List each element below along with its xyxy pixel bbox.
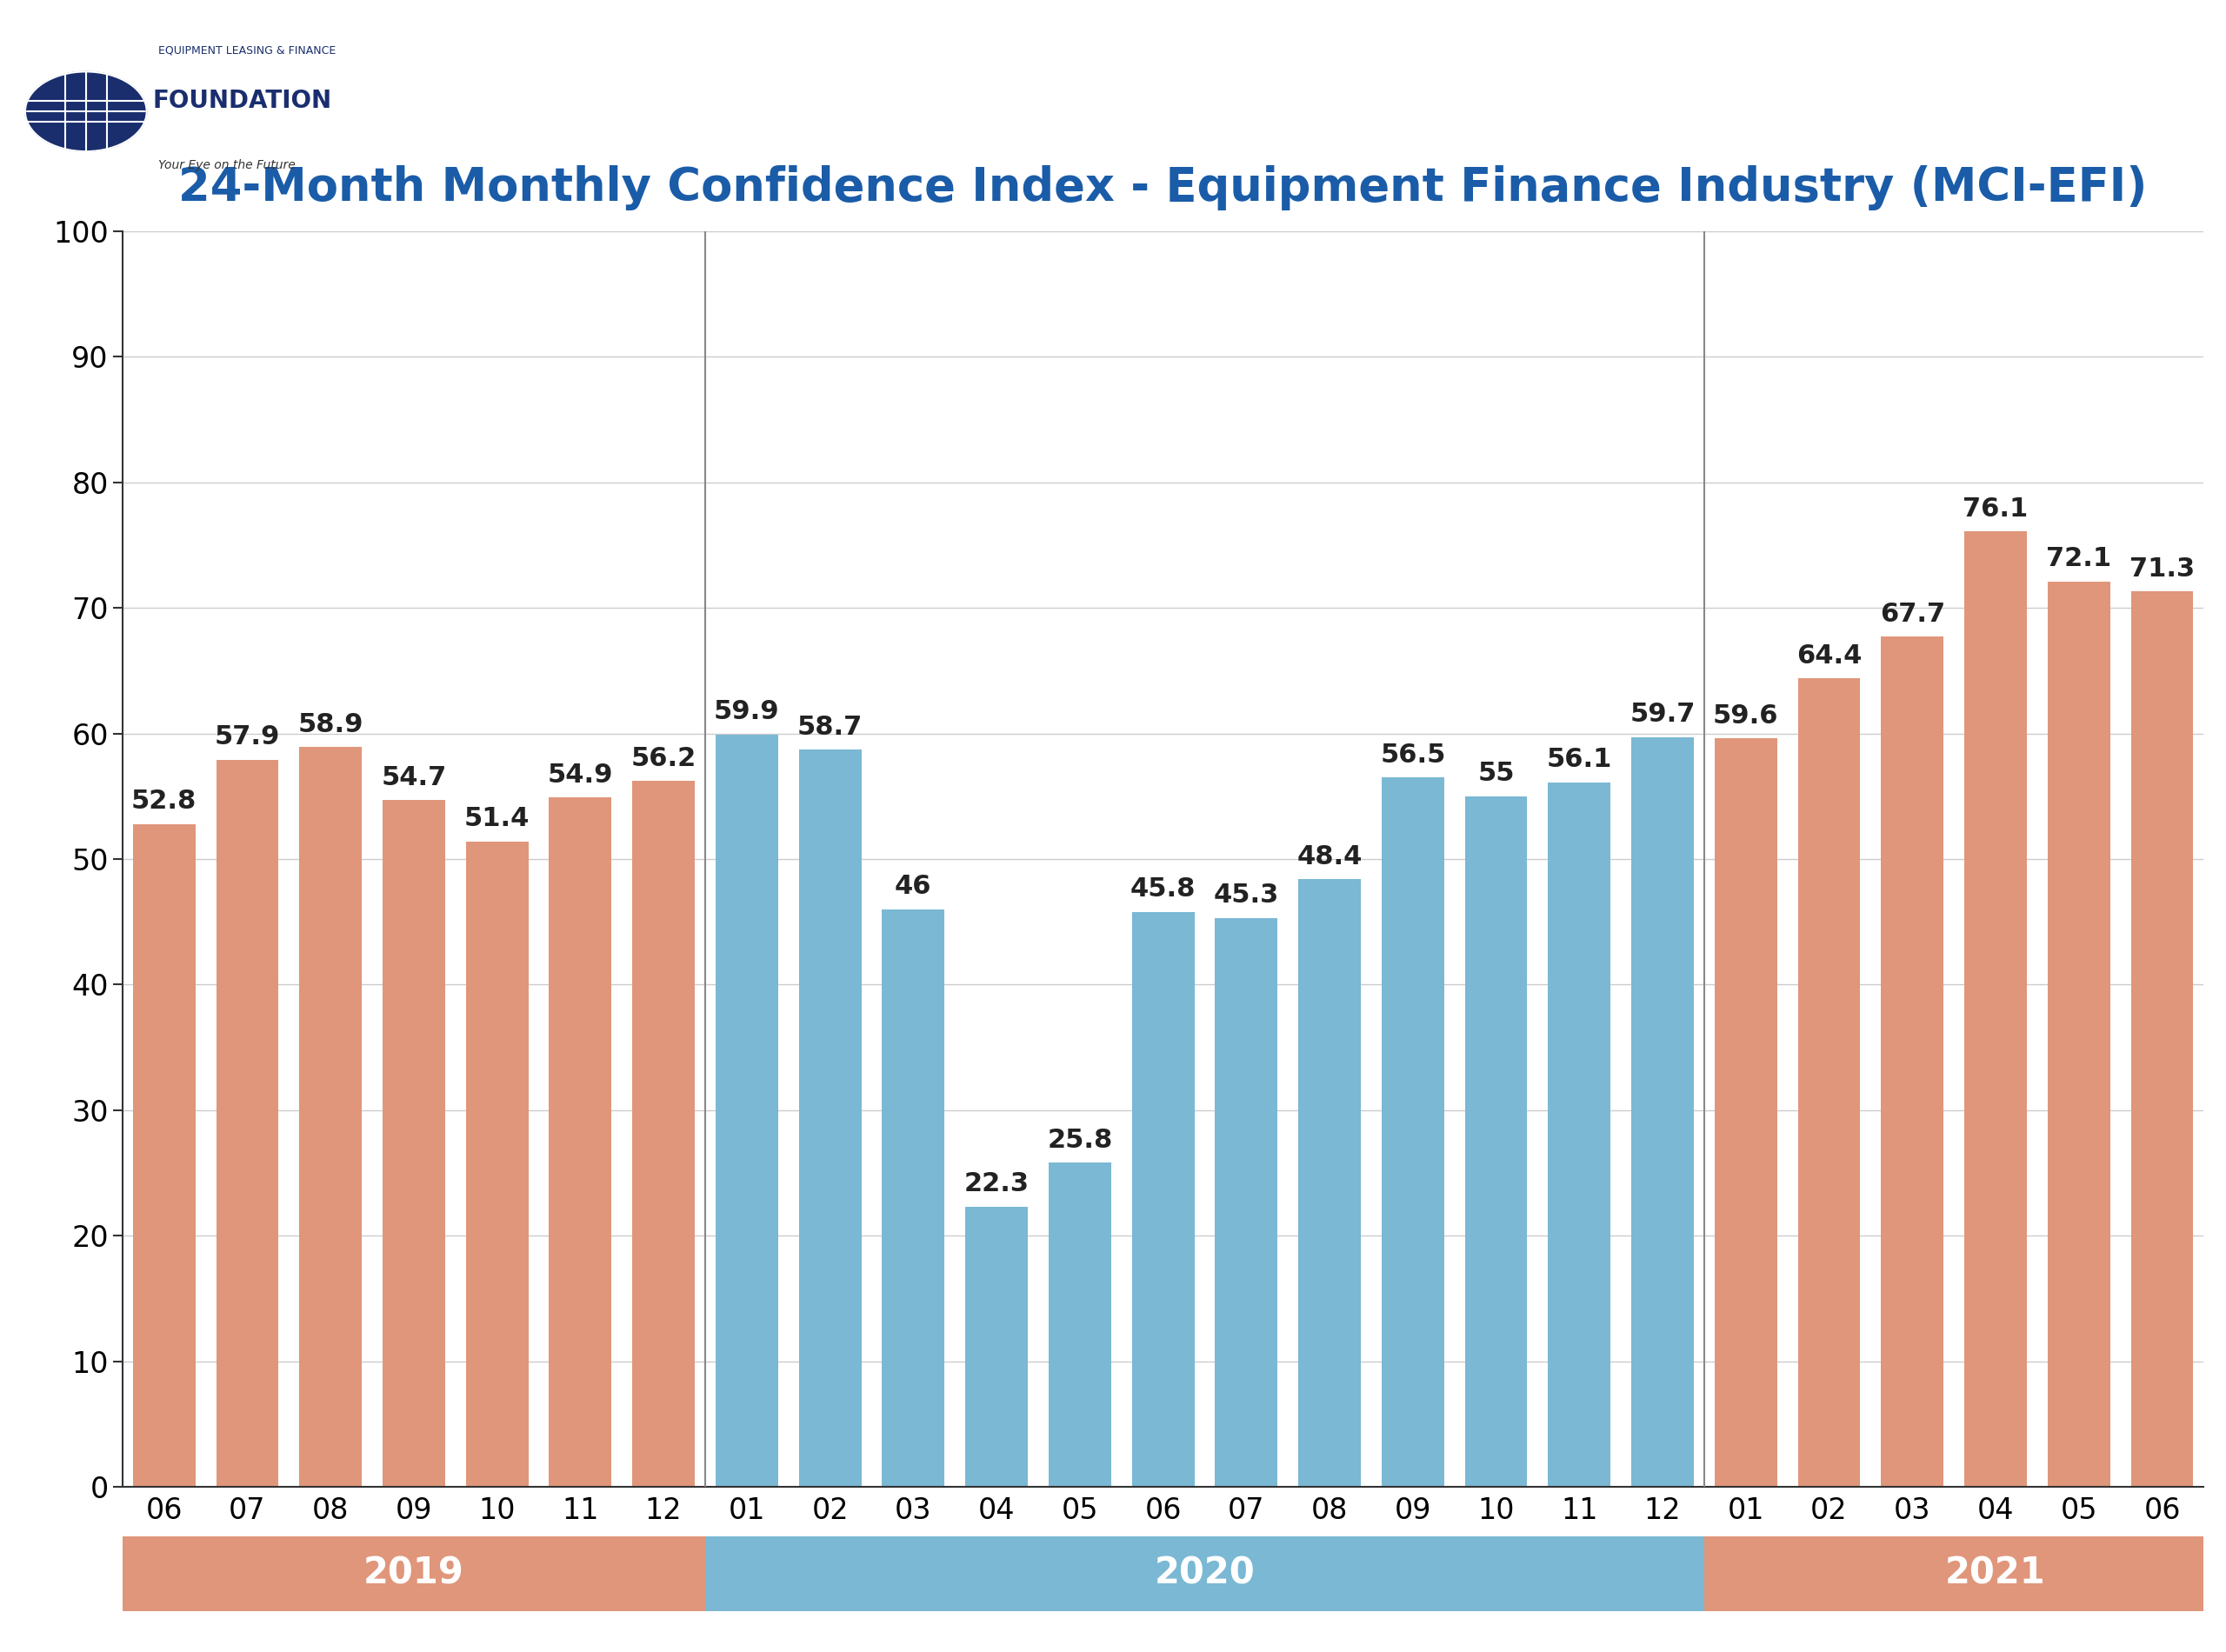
Bar (1131, 912, 1195, 1487)
Text: 51.4: 51.4 (465, 806, 530, 831)
Text: 46: 46 (895, 874, 933, 899)
Bar (383, 800, 445, 1487)
Text: 52.8: 52.8 (131, 788, 196, 814)
Text: 58.7: 58.7 (797, 715, 864, 740)
Text: 59.9: 59.9 (715, 699, 779, 725)
Text: Your Eye on the Future: Your Eye on the Future (158, 159, 296, 172)
Text: 55: 55 (1478, 762, 1514, 786)
Bar (1881, 636, 1943, 1487)
Text: 64.4: 64.4 (1796, 643, 1861, 667)
Text: 2021: 2021 (1946, 1555, 2046, 1593)
Bar (715, 735, 779, 1487)
Bar (1632, 737, 1694, 1487)
Text: 2020: 2020 (1155, 1555, 1255, 1593)
Text: 59.6: 59.6 (1714, 704, 1779, 729)
Text: FOUNDATION: FOUNDATION (151, 89, 332, 112)
Bar (550, 798, 612, 1487)
Bar (1465, 796, 1527, 1487)
Bar (1298, 879, 1360, 1487)
Bar (799, 750, 861, 1487)
Bar (216, 760, 278, 1487)
Text: 71.3: 71.3 (2130, 557, 2195, 582)
Bar (881, 909, 944, 1487)
Bar (298, 747, 363, 1487)
Bar (465, 841, 528, 1487)
Text: 72.1: 72.1 (2046, 547, 2112, 572)
Text: 2019: 2019 (363, 1555, 465, 1593)
Text: 22.3: 22.3 (964, 1171, 1028, 1196)
Bar (2130, 591, 2193, 1487)
Text: 56.1: 56.1 (1547, 747, 1612, 773)
Bar (1714, 738, 1776, 1487)
Text: 58.9: 58.9 (298, 712, 363, 737)
Bar (1382, 778, 1445, 1487)
Text: 76.1: 76.1 (1963, 496, 2028, 522)
Text: 45.3: 45.3 (1213, 882, 1280, 909)
Bar (1963, 532, 2028, 1487)
Bar (966, 1208, 1028, 1487)
Text: 25.8: 25.8 (1046, 1128, 1113, 1153)
Title: 24-Month Monthly Confidence Index - Equipment Finance Industry (MCI-EFI): 24-Month Monthly Confidence Index - Equi… (178, 165, 2148, 211)
Text: 57.9: 57.9 (214, 725, 280, 750)
Text: 45.8: 45.8 (1131, 877, 1195, 902)
Bar (2048, 582, 2110, 1487)
Bar (1215, 919, 1278, 1487)
Bar (1799, 679, 1861, 1487)
Bar (632, 781, 695, 1487)
Bar (134, 824, 196, 1487)
Text: 67.7: 67.7 (1879, 601, 1946, 626)
Bar (1048, 1163, 1111, 1487)
Text: EQUIPMENT LEASING & FINANCE: EQUIPMENT LEASING & FINANCE (158, 45, 336, 56)
Text: 59.7: 59.7 (1629, 702, 1696, 727)
Text: 56.5: 56.5 (1380, 742, 1445, 768)
Circle shape (24, 71, 147, 152)
Text: 54.7: 54.7 (381, 765, 447, 790)
Bar (1547, 783, 1612, 1487)
Text: 54.9: 54.9 (548, 762, 612, 788)
Text: 48.4: 48.4 (1298, 844, 1362, 869)
Text: 56.2: 56.2 (630, 747, 697, 771)
